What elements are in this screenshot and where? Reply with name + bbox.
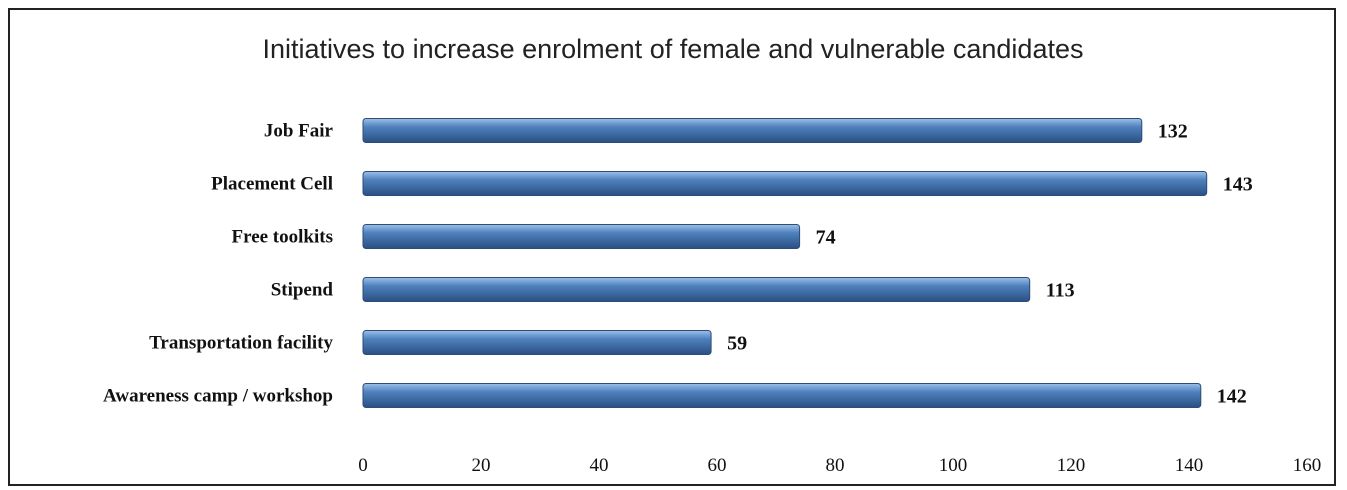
- category-label: Job Fair: [264, 121, 334, 142]
- data-label: 113: [1046, 280, 1075, 302]
- bar: [362, 171, 1208, 196]
- bar: [362, 383, 1202, 408]
- category-label: Free toolkits: [232, 227, 334, 248]
- category-label: Awareness camp / workshop: [103, 386, 333, 407]
- bar: [362, 224, 801, 249]
- category-label: Placement Cell: [211, 174, 333, 195]
- x-tick-label: 60: [708, 455, 727, 476]
- x-tick-label: 120: [1057, 455, 1086, 476]
- x-tick-label: 100: [939, 455, 968, 476]
- bar: [362, 118, 1143, 143]
- chart-title: Initiatives to increase enrolment of fem…: [263, 34, 1084, 64]
- x-tick-label: 80: [826, 455, 845, 476]
- data-label: 142: [1217, 386, 1247, 408]
- bar: [362, 277, 1031, 302]
- x-tick-label: 160: [1293, 455, 1322, 476]
- x-tick-label: 140: [1175, 455, 1204, 476]
- category-label: Stipend: [271, 280, 334, 301]
- x-tick-label: 40: [590, 455, 609, 476]
- category-label: Transportation facility: [149, 333, 333, 354]
- x-tick-label: 0: [358, 455, 368, 476]
- data-label: 74: [816, 227, 836, 249]
- data-label: 132: [1158, 121, 1188, 143]
- data-label: 59: [727, 333, 747, 355]
- data-label: 143: [1223, 174, 1253, 196]
- x-tick-label: 20: [472, 455, 491, 476]
- bar: [362, 330, 712, 355]
